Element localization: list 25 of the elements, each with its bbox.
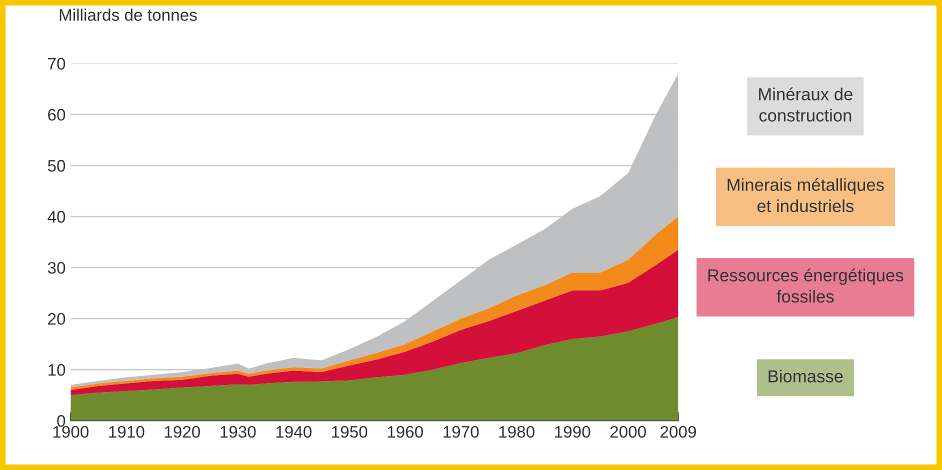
x-tick-label: 2009 [660,426,696,438]
x-tick-label: 1910 [109,426,144,438]
series-label: Ressources énergétiques fossiles [708,268,904,303]
y-tick-label: 20 [48,312,66,325]
y-axis-title: Milliards de tonnes [60,8,197,21]
x-tick-label: 1970 [444,426,479,438]
x-tick-label: 1960 [388,426,423,438]
x-tick-label: 1990 [555,426,590,438]
x-tick-label: 1950 [332,426,368,438]
x-tick-label: 1980 [499,426,534,438]
x-tick-label: 1900 [53,426,89,438]
y-tick-label: 40 [48,210,66,223]
y-tick-label: 30 [48,262,66,274]
y-tick-label: 60 [48,108,66,121]
x-tick-label: 1940 [276,426,312,438]
x-tick-label: 1920 [164,426,200,438]
y-tick-label: 0 [57,415,66,427]
text: Minerais métalliques et industriels [728,178,884,212]
text: Minéraux de construction [759,87,852,122]
y-tick-label: 70 [48,58,66,70]
y-tick-label: 50 [48,160,66,172]
x-tick-label: 2000 [610,426,646,438]
text: Biomasse [768,370,843,382]
x-tick-label: 1930 [220,426,256,438]
y-tick-label: 10 [48,364,66,376]
